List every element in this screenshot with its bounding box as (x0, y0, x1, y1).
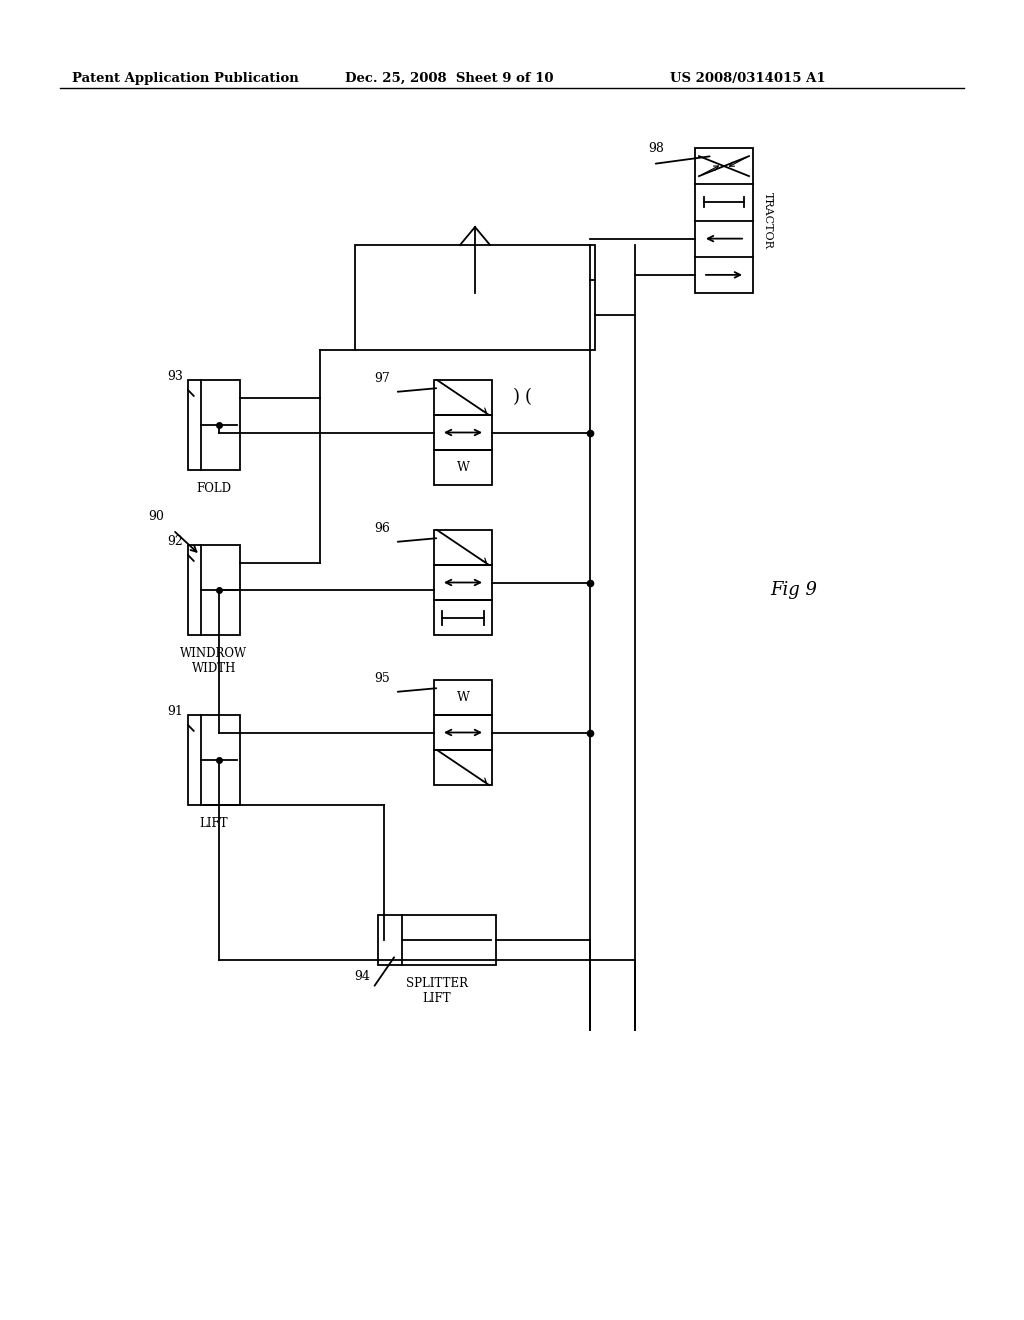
Text: Dec. 25, 2008  Sheet 9 of 10: Dec. 25, 2008 Sheet 9 of 10 (345, 73, 554, 84)
Text: Fig 9: Fig 9 (770, 581, 817, 599)
Text: ): ) (512, 388, 519, 407)
Bar (434, 380, 492, 414)
Bar (434, 715, 492, 750)
Bar (188, 380, 240, 470)
Text: SPLITTER
LIFT: SPLITTER LIFT (406, 977, 468, 1005)
Bar (695, 148, 753, 293)
Text: 93: 93 (167, 370, 183, 383)
Text: LIFT: LIFT (200, 817, 228, 830)
Bar (434, 450, 492, 484)
Text: TRACTOR: TRACTOR (763, 193, 773, 249)
Text: Patent Application Publication: Patent Application Publication (72, 73, 299, 84)
Bar (434, 531, 492, 565)
Text: W: W (457, 690, 469, 704)
Bar (355, 246, 595, 350)
Text: 95: 95 (374, 672, 390, 685)
Bar (434, 414, 492, 450)
Text: 96: 96 (374, 521, 390, 535)
Bar (434, 680, 492, 715)
Bar (434, 601, 492, 635)
Text: 92: 92 (167, 535, 183, 548)
Bar (434, 750, 492, 785)
Text: 91: 91 (167, 705, 183, 718)
Bar (188, 715, 240, 805)
Text: 90: 90 (148, 510, 164, 523)
Bar (434, 565, 492, 601)
Text: 97: 97 (374, 372, 390, 385)
Text: (: ( (524, 388, 531, 407)
Text: 94: 94 (354, 970, 370, 983)
Bar (188, 545, 240, 635)
Text: US 2008/0314015 A1: US 2008/0314015 A1 (670, 73, 825, 84)
Text: FOLD: FOLD (197, 482, 231, 495)
Text: 98: 98 (648, 143, 664, 154)
Text: WINDROW
WIDTH: WINDROW WIDTH (180, 647, 248, 675)
Bar (378, 915, 496, 965)
Text: W: W (457, 461, 469, 474)
